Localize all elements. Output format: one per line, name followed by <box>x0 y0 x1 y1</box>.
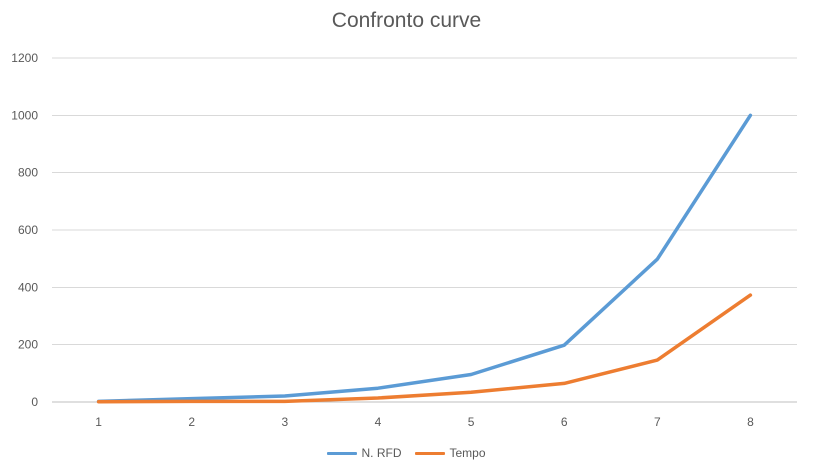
legend-swatch <box>327 451 358 455</box>
x-tick-label: 6 <box>561 415 568 429</box>
x-tick-label: 7 <box>654 415 661 429</box>
y-tick-label: 400 <box>18 280 38 294</box>
y-tick-label: 200 <box>18 338 38 352</box>
y-tick-label: 0 <box>31 395 38 409</box>
legend-label: N. RFD <box>361 446 402 460</box>
legend-item-1: N. RFD <box>327 446 401 460</box>
series-line-1 <box>96 113 753 404</box>
legend: N. RFD Tempo <box>0 446 813 460</box>
x-tick-label: 4 <box>375 415 382 429</box>
x-tick-label: 5 <box>468 415 475 429</box>
legend-swatch <box>415 451 446 455</box>
y-tick-label: 1000 <box>11 108 38 122</box>
x-tick-label: 8 <box>747 415 754 429</box>
legend-label: Tempo <box>449 446 486 460</box>
y-tick-label: 1200 <box>11 51 38 65</box>
x-tick-label: 2 <box>188 415 195 429</box>
x-tick-label: 3 <box>281 415 288 429</box>
legend-item-2: Tempo <box>415 446 486 460</box>
chart-title: Confronto curve <box>331 9 482 32</box>
x-tick-label: 1 <box>95 415 102 429</box>
series-line-2 <box>96 293 753 404</box>
y-tick-label: 600 <box>18 223 38 237</box>
y-tick-label: 800 <box>18 166 38 180</box>
